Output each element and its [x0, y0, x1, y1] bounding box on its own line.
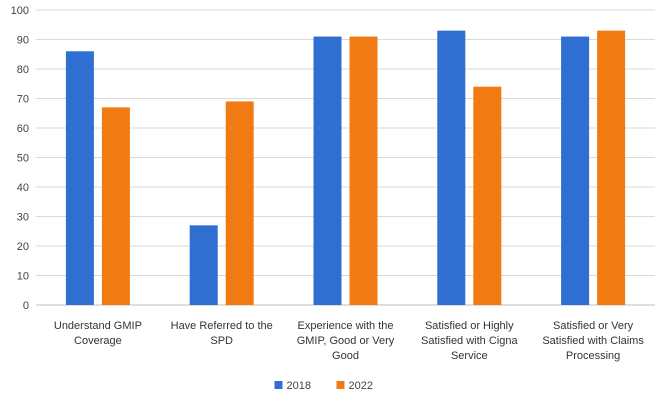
- bar-2018-1: [189, 225, 218, 305]
- bar-2018-2: [313, 36, 342, 306]
- y-tick-label: 50: [17, 153, 29, 165]
- y-tick-label: 70: [17, 94, 29, 106]
- category-label: Experience with the GMIP, Good or Very Goo…: [297, 320, 395, 362]
- bars: [65, 30, 626, 306]
- legend-label: 2018: [287, 380, 311, 392]
- bar-2022-2: [349, 36, 378, 306]
- bar-2018-0: [65, 51, 94, 305]
- y-tick-label: 20: [17, 241, 29, 253]
- y-tick-label: 40: [17, 182, 29, 194]
- bar-2022-1: [225, 101, 254, 305]
- bar-2022-0: [101, 107, 130, 305]
- category-label-line: Satisfied with Claims: [542, 335, 644, 347]
- category-label-line: Service: [451, 350, 488, 362]
- y-tick-label: 30: [17, 212, 29, 224]
- category-label: Satisfied or Highly Satisfied with Cigna S…: [421, 320, 518, 362]
- y-axis-ticks: 0 10 20 30 40 50 60 70 80 90 100: [11, 5, 29, 312]
- legend: 2018 2022: [274, 380, 373, 392]
- category-label: Satisfied or Very Satisfied with Claims Pr…: [542, 320, 644, 362]
- category-label-line: Understand GMIP: [54, 320, 142, 332]
- y-tick-label: 60: [17, 123, 29, 135]
- category-label-line: Processing: [566, 350, 620, 362]
- category-label-line: Satisfied or Very: [553, 320, 634, 332]
- category-label: Understand GMIP Coverage: [54, 320, 142, 347]
- legend-swatch: [274, 381, 283, 389]
- category-label-line: SPD: [210, 335, 233, 347]
- gridlines: [36, 9, 655, 276]
- bar-2018-4: [561, 36, 590, 306]
- category-label-line: GMIP, Good or Very: [297, 335, 395, 347]
- category-label-line: Coverage: [74, 335, 122, 347]
- y-tick-label: 10: [17, 271, 29, 283]
- bar-2022-3: [473, 86, 502, 305]
- y-tick-label: 100: [11, 5, 29, 17]
- category-label-line: Satisfied or Highly: [425, 320, 514, 332]
- y-tick-label: 80: [17, 64, 29, 76]
- y-tick-label: 0: [23, 300, 29, 312]
- legend-swatch: [336, 381, 345, 389]
- category-label-line: Good: [332, 350, 359, 362]
- category-labels: Understand GMIP Coverage Have Referred to …: [54, 320, 644, 362]
- bar-2022-4: [597, 30, 626, 306]
- y-tick-label: 90: [17, 35, 29, 47]
- legend-label: 2022: [349, 380, 373, 392]
- category-label-line: Satisfied with Cigna: [421, 335, 518, 347]
- bar-2018-3: [437, 30, 466, 306]
- category-label-line: Experience with the: [298, 320, 394, 332]
- category-label: Have Referred to the SPD: [171, 320, 273, 347]
- category-label-line: Have Referred to the: [171, 320, 273, 332]
